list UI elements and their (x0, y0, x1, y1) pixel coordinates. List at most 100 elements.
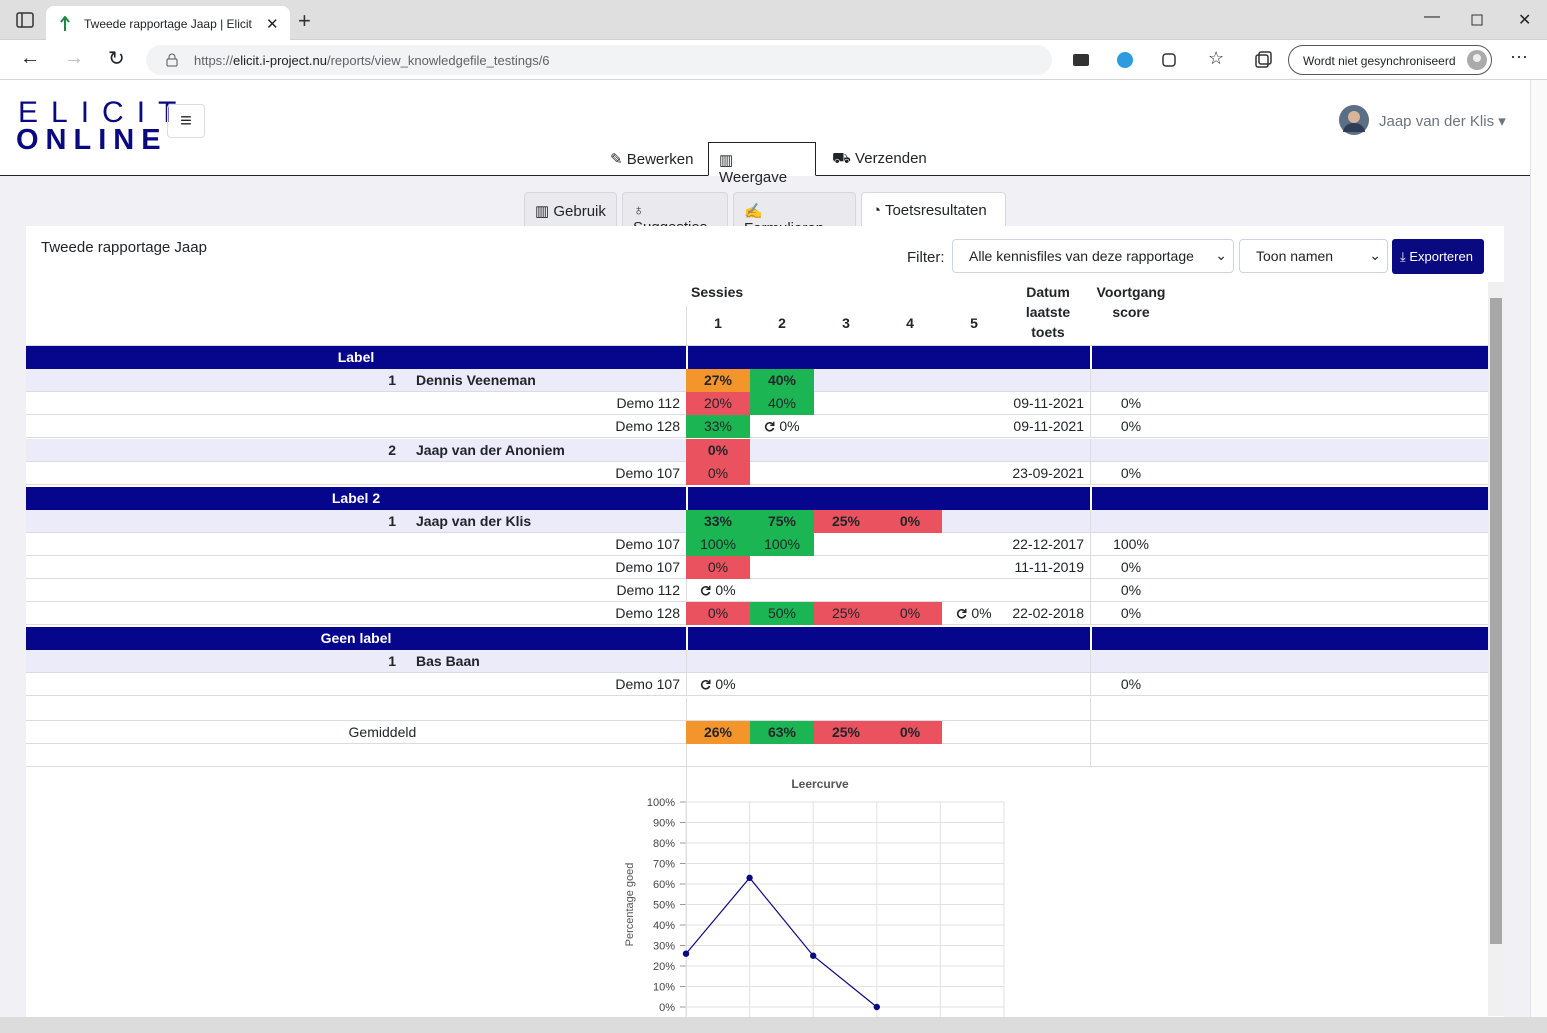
favorites-button[interactable]: ☆ (1208, 48, 1224, 69)
session-cell: 0% (686, 579, 750, 602)
filter-select[interactable]: Alle kennisfiles van deze rapportage⌄ (952, 239, 1234, 273)
retry-icon[interactable] (764, 421, 775, 432)
retry-icon[interactable] (700, 679, 711, 690)
collections-button[interactable] (1254, 51, 1272, 69)
session-cell: 100% (750, 533, 814, 556)
session-cell: 25% (814, 510, 878, 533)
session-cell: 0% (878, 510, 942, 533)
y-axis-label: Percentage goed (624, 863, 636, 947)
names-select[interactable]: Toon namen⌄ (1239, 239, 1388, 273)
y-tick-label: 40% (653, 920, 675, 932)
file-name: Demo 128 (615, 415, 680, 438)
url-path: /reports/view_knowledgefile_testings/6 (327, 53, 550, 68)
column-border (1090, 698, 1091, 721)
minimize[interactable]: — (1424, 8, 1440, 26)
column-border (686, 487, 688, 510)
maximize[interactable] (1471, 14, 1483, 26)
retry-icon[interactable] (956, 608, 967, 619)
column-border (686, 627, 688, 650)
person-number: 1 (356, 510, 396, 533)
extensions-button[interactable] (1160, 51, 1178, 69)
session-score: 63% (768, 724, 796, 740)
session-score: 0% (900, 724, 920, 740)
y-tick-label: 70% (653, 859, 675, 871)
session-number: 4 (878, 315, 942, 331)
scrollbar[interactable] (1488, 282, 1504, 1016)
session-cell: 25% (814, 721, 878, 744)
curve (686, 878, 877, 1007)
menu-button[interactable]: ··· (1510, 46, 1528, 67)
window-frame (0, 1017, 1547, 1033)
sidebar-icon[interactable] (16, 12, 34, 28)
session-score: 100% (764, 536, 800, 552)
data-point (746, 875, 752, 881)
session-cell: 0% (878, 602, 942, 625)
test-date: 22-12-2017 (1006, 533, 1084, 556)
nav-tab-active[interactable]: ▥ Weergave (708, 142, 816, 176)
export-button[interactable]: ⤓ Exporteren (1392, 239, 1484, 274)
browser-tab[interactable]: Tweede rapportage Jaap | Elicit ✕ (46, 6, 290, 40)
forward-button[interactable]: → (64, 47, 84, 70)
favicon (60, 16, 70, 32)
profile-button[interactable]: Wordt niet gesynchroniseerd (1288, 45, 1492, 75)
y-tick-label: 20% (653, 961, 675, 973)
average-label: Gemiddeld (26, 721, 739, 744)
user-menu[interactable]: Jaap van der Klis ▾ (1379, 112, 1506, 130)
test-date: 09-11-2021 (1006, 415, 1084, 438)
page-scrollbar[interactable] (1530, 80, 1547, 1017)
progress-score: 0% (1090, 392, 1172, 415)
retry-icon[interactable] (700, 585, 711, 596)
data-point (810, 953, 816, 959)
y-tick-label: 100% (647, 797, 675, 809)
person-name: Jaap van der Klis (416, 510, 531, 533)
column-border (1090, 487, 1092, 510)
file-row: Demo 1070%23-09-20210% (26, 462, 1488, 485)
header-sep (686, 306, 687, 346)
session-score: 40% (768, 395, 796, 411)
subtab[interactable]: ▥ Gebruik (524, 192, 617, 226)
y-tick-label: 90% (653, 818, 675, 830)
results-table: Sessies12345DatumlaatstetoetsVoortgangsc… (26, 282, 1488, 1017)
extension-icon[interactable] (1116, 51, 1134, 69)
session-cell: 20% (686, 392, 750, 415)
session-cell: 0% (686, 439, 750, 462)
group-bar: Geen label (26, 627, 1488, 650)
reload-button[interactable]: ↻ (108, 46, 125, 71)
new-tab[interactable]: + (298, 8, 311, 34)
extension-icon[interactable] (1072, 52, 1090, 68)
file-row: Demo 1070%0% (26, 673, 1488, 696)
y-tick-label: 30% (653, 941, 675, 953)
subtab[interactable]: ♁ Suggesties (622, 192, 728, 226)
file-name: Demo 107 (615, 533, 680, 556)
chart-title: Leercurve (791, 777, 849, 791)
address-bar[interactable]: https://elicit.i-project.nu/reports/view… (146, 45, 1052, 75)
scrollbar-thumb[interactable] (1490, 298, 1502, 944)
sessions-header: Sessies (691, 284, 743, 300)
y-tick-label: 50% (653, 900, 675, 912)
file-name: Demo 112 (616, 579, 680, 602)
session-cell: 0% (686, 673, 750, 696)
nav-tab[interactable]: ⛟ Verzenden (822, 142, 937, 176)
close-window[interactable]: ✕ (1518, 10, 1531, 30)
back-button[interactable]: ← (20, 47, 40, 70)
hamburger-button[interactable]: ≡ (167, 104, 205, 138)
column-border (686, 650, 687, 673)
group-bar: Label (26, 346, 1488, 369)
tab-close[interactable]: ✕ (266, 15, 279, 33)
group-label: Label (26, 346, 686, 369)
subtab-active[interactable]: ◔ Toetsresultaten (861, 192, 1006, 227)
session-score: 0% (779, 418, 799, 434)
subtab-label: Toetsresultaten (885, 202, 987, 219)
session-number: 5 (942, 315, 1006, 331)
average-row: Gemiddeld26%63%25%0% (26, 721, 1488, 744)
user-name: Jaap van der Klis (1379, 113, 1494, 130)
session-cell: 40% (750, 369, 814, 392)
nav-tab[interactable]: ✎ Bewerken (600, 142, 703, 176)
site-header: ELICIT ONLINE ≡ Jaap van der Klis ▾ ✎ Be… (0, 80, 1530, 176)
group-label: Label 2 (26, 487, 686, 510)
session-score: 0% (715, 582, 735, 598)
session-cell: 0% (686, 462, 750, 485)
progress-score: 0% (1090, 673, 1172, 696)
logo-bottom: ONLINE (16, 124, 168, 157)
subtab[interactable]: ✍ Formulieren (733, 192, 856, 226)
